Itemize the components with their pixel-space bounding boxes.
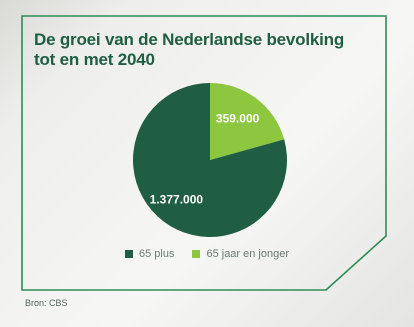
legend-label-65-en-jonger: 65 jaar en jonger: [206, 248, 290, 260]
legend-label-65-plus: 65 plus: [138, 248, 175, 260]
pie-slice-65-en-jonger: [210, 83, 285, 160]
pie-slice-65-plus: [133, 83, 288, 237]
legend-item-65-en-jonger: 65 jaar en jonger: [192, 248, 289, 260]
legend-swatch-65-plus: [124, 250, 133, 258]
frame-border: [21, 15, 387, 291]
chart-title: De groei van de Nederlandse bevolking to…: [34, 30, 345, 69]
legend-swatch-65-en-jonger: [192, 250, 201, 258]
pie-chart: 359.000 1.377.000: [133, 83, 288, 237]
data-label-65-en-jonger: 359.000: [216, 111, 260, 125]
data-label-65-plus: 1.377.000: [150, 193, 204, 207]
source-note: Bron: CBS: [25, 298, 68, 308]
legend-item-65-plus: 65 plus: [124, 248, 175, 260]
chart-legend: 65 plus 65 jaar en jonger: [0, 248, 414, 260]
